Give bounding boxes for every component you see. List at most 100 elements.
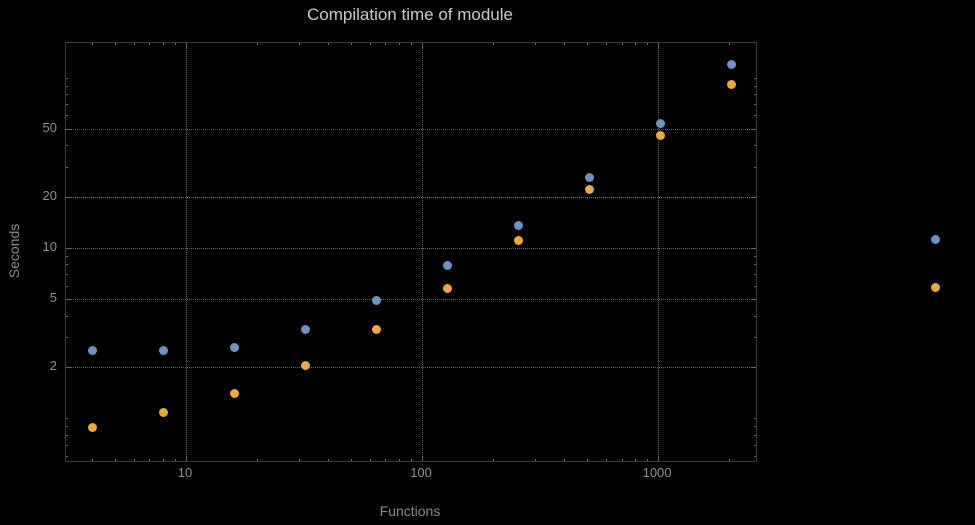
y-tick-mark (66, 418, 68, 420)
chart-title: Compilation time of module (307, 5, 513, 24)
y-tick-mark (66, 264, 68, 266)
x-tick-label: 100 (410, 465, 432, 480)
data-point (229, 388, 239, 398)
data-point (655, 118, 665, 128)
x-tick-mark (175, 43, 177, 45)
x-tick-mark (422, 43, 424, 48)
y-tick-mark (751, 247, 756, 249)
x-tick-mark (587, 459, 589, 461)
x-tick-mark (647, 459, 649, 461)
y-tick-mark (751, 128, 756, 130)
x-tick-mark (493, 43, 495, 45)
x-tick-mark (385, 43, 387, 45)
x-tick-mark (493, 459, 495, 461)
y-tick-mark (66, 366, 71, 368)
data-point (655, 130, 665, 140)
x-gridline (658, 43, 660, 461)
data-point (300, 360, 310, 370)
x-tick-mark (163, 43, 165, 45)
x-tick-mark (399, 43, 401, 45)
plot-area (65, 42, 757, 462)
y-tick-label: 5 (49, 290, 57, 306)
x-gridline (422, 43, 424, 461)
x-tick-mark (605, 459, 607, 461)
x-tick-mark (369, 43, 371, 45)
x-axis-label: Functions (379, 503, 441, 519)
x-tick-mark (729, 459, 731, 461)
y-tick-mark (754, 425, 756, 427)
y-tick-mark (66, 115, 68, 117)
y-tick-mark (754, 444, 756, 446)
y-tick-mark (754, 315, 756, 317)
y-gridline (66, 299, 756, 301)
y-tick-mark (754, 434, 756, 436)
legend-marker-blue (931, 235, 940, 244)
y-tick-mark (754, 115, 756, 117)
y-tick-mark (751, 196, 756, 198)
x-tick-mark (564, 459, 566, 461)
legend-marker-orange (931, 283, 940, 292)
data-point (158, 407, 168, 417)
y-tick-mark (754, 255, 756, 257)
x-tick-mark (328, 43, 330, 45)
y-tick-mark (754, 77, 756, 79)
data-point (584, 185, 594, 195)
y-tick-mark (66, 94, 68, 96)
x-tick-mark (163, 459, 165, 461)
y-tick-mark (66, 255, 68, 257)
x-tick-mark (411, 459, 413, 461)
y-tick-label: 2 (49, 357, 57, 373)
y-tick-mark (66, 247, 71, 249)
y-tick-mark (66, 285, 68, 287)
x-tick-mark (587, 43, 589, 45)
x-tick-mark (92, 459, 94, 461)
x-tick-mark (647, 43, 649, 45)
y-tick-mark (754, 85, 756, 87)
x-tick-mark (133, 459, 135, 461)
y-tick-mark (751, 366, 756, 368)
y-tick-mark (66, 444, 68, 446)
x-tick-mark (351, 43, 352, 45)
y-gridline (66, 128, 756, 130)
y-tick-label: 20 (42, 187, 57, 203)
y-gridline (66, 196, 756, 198)
x-tick-mark (729, 43, 731, 45)
data-point (727, 80, 737, 90)
x-tick-mark (399, 459, 401, 461)
x-tick-mark (658, 43, 660, 48)
x-tick-label: 10 (177, 465, 193, 480)
y-tick-mark (66, 274, 68, 276)
y-tick-mark (66, 145, 68, 147)
data-point (442, 260, 452, 270)
x-tick-mark (149, 43, 151, 45)
x-tick-mark (257, 459, 259, 461)
x-tick-mark (92, 43, 94, 45)
y-tick-mark (66, 315, 68, 317)
x-tick-mark (534, 459, 536, 461)
y-tick-mark (754, 455, 756, 457)
x-tick-mark (114, 459, 116, 461)
data-point (513, 221, 523, 231)
x-tick-mark (175, 459, 177, 461)
data-point (584, 172, 594, 182)
y-tick-label: 50 (42, 119, 57, 135)
data-point (87, 423, 97, 433)
x-tick-mark (422, 456, 424, 461)
y-tick-mark (66, 336, 68, 338)
x-tick-mark (534, 43, 536, 45)
y-tick-mark (754, 418, 756, 420)
y-tick-mark (66, 299, 71, 301)
x-tick-mark (257, 43, 259, 45)
x-tick-mark (298, 43, 300, 45)
x-tick-mark (149, 459, 151, 461)
data-point (727, 59, 737, 69)
data-point (513, 236, 523, 246)
x-tick-mark (621, 459, 623, 461)
y-tick-mark (754, 274, 756, 276)
x-tick-mark (186, 43, 188, 48)
data-point (158, 345, 168, 355)
x-tick-mark (298, 459, 300, 461)
y-tick-mark (66, 196, 71, 198)
x-tick-mark (328, 459, 330, 461)
